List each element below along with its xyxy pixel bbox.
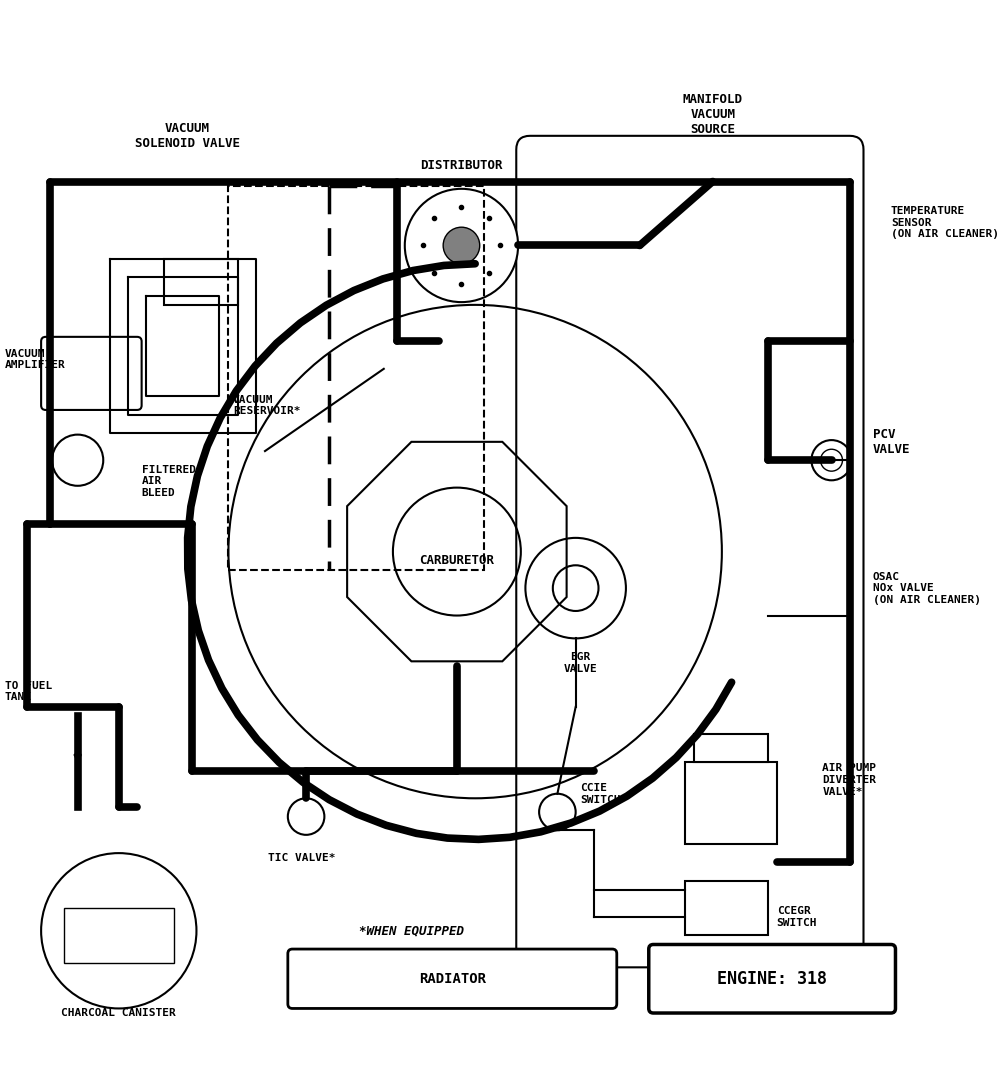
Text: TEMPERATURE
SENSOR
(ON AIR CLEANER): TEMPERATURE SENSOR (ON AIR CLEANER) <box>891 206 999 239</box>
Circle shape <box>288 798 324 835</box>
Text: PCV
VALVE: PCV VALVE <box>873 428 910 456</box>
Circle shape <box>821 450 842 471</box>
Text: TIC VALVE*: TIC VALVE* <box>268 853 335 863</box>
Text: CHARCOAL CANISTER: CHARCOAL CANISTER <box>61 1008 176 1017</box>
Text: CCEGR
SWITCH: CCEGR SWITCH <box>777 907 817 928</box>
Text: DISTRIBUTOR: DISTRIBUTOR <box>420 160 503 173</box>
Circle shape <box>811 440 852 481</box>
Text: VACUUM
AMPLIFIER: VACUUM AMPLIFIER <box>5 349 65 370</box>
Circle shape <box>41 853 196 1009</box>
Text: VACUUM
RESERVOIR*: VACUUM RESERVOIR* <box>233 395 301 416</box>
FancyBboxPatch shape <box>649 944 895 1013</box>
Bar <box>694 734 768 762</box>
Text: RADIATOR: RADIATOR <box>419 972 486 986</box>
Text: EGR
VALVE: EGR VALVE <box>563 652 597 674</box>
Circle shape <box>52 435 103 486</box>
Text: OSAC
NOx VALVE
(ON AIR CLEANER): OSAC NOx VALVE (ON AIR CLEANER) <box>873 572 981 605</box>
FancyBboxPatch shape <box>288 949 617 1009</box>
Text: MANIFOLD
VACUUM
SOURCE: MANIFOLD VACUUM SOURCE <box>683 93 743 136</box>
Circle shape <box>443 227 480 264</box>
Text: TO FUEL
TANK: TO FUEL TANK <box>5 680 52 703</box>
Text: ENGINE: 318: ENGINE: 318 <box>717 970 827 988</box>
FancyBboxPatch shape <box>516 136 863 968</box>
Text: VACUUM
SOLENOID VALVE: VACUUM SOLENOID VALVE <box>135 121 240 149</box>
Bar <box>164 260 238 305</box>
Circle shape <box>405 189 518 303</box>
Circle shape <box>539 794 576 831</box>
Text: CARBURETOR: CARBURETOR <box>419 555 494 568</box>
Text: AIR PUMP
DIVERTER
VALVE*: AIR PUMP DIVERTER VALVE* <box>822 763 876 796</box>
Bar <box>685 762 777 844</box>
Bar <box>685 881 768 936</box>
Text: CCIE
SWITCH: CCIE SWITCH <box>580 783 621 805</box>
FancyBboxPatch shape <box>41 337 142 410</box>
Text: FILTERED
AIR
BLEED: FILTERED AIR BLEED <box>142 465 196 498</box>
Bar <box>228 186 484 570</box>
Text: *WHEN EQUIPPED: *WHEN EQUIPPED <box>359 924 464 938</box>
Bar <box>64 908 174 962</box>
